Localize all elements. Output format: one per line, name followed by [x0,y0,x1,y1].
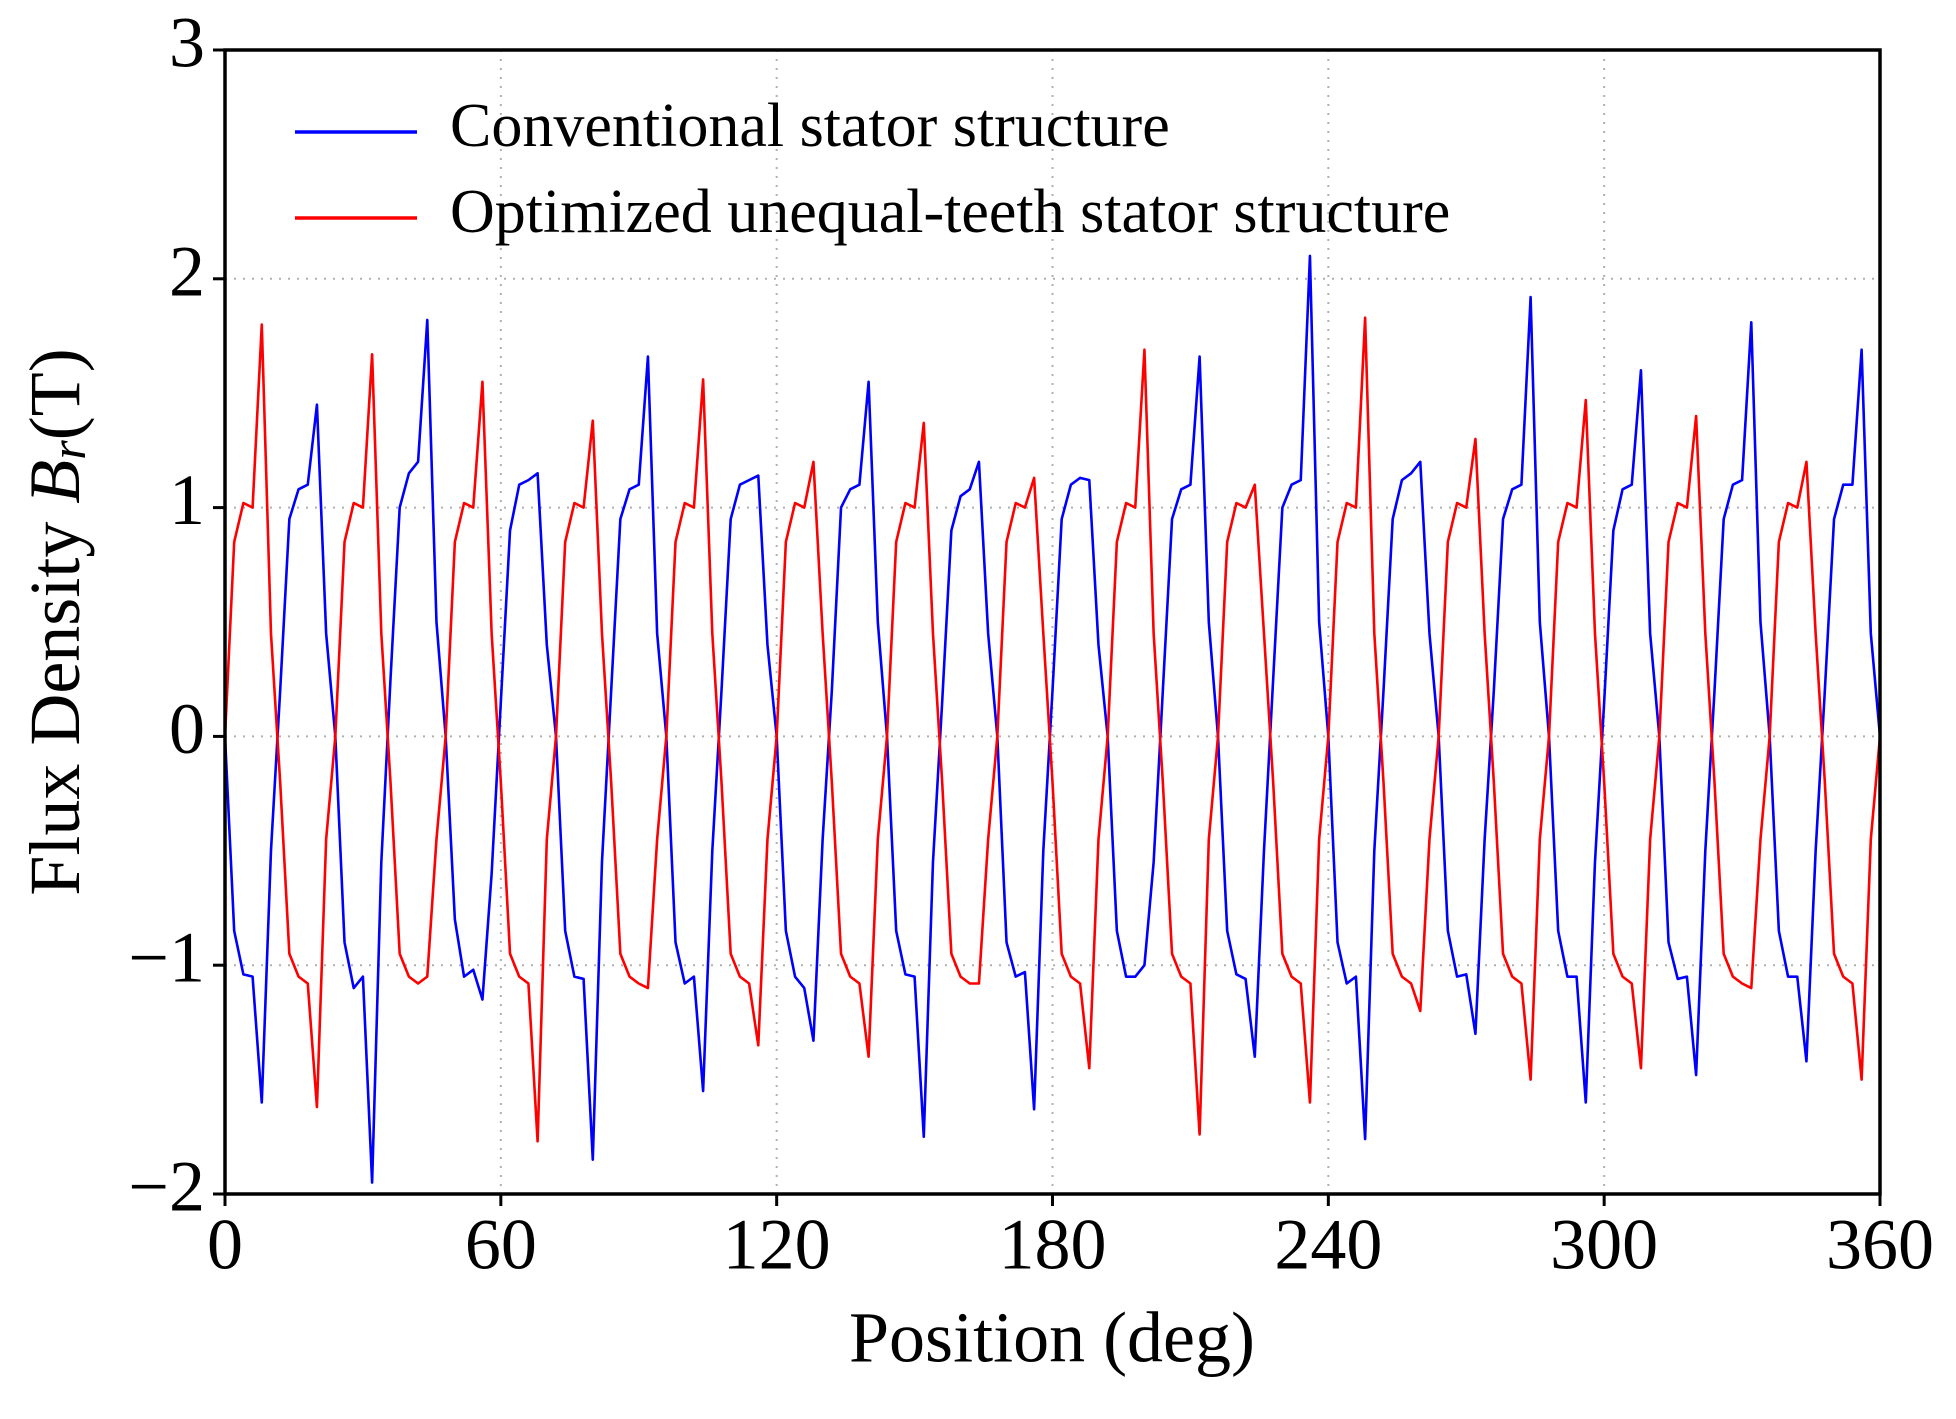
x-tick-label: 360 [1826,1205,1934,1285]
legend-label: Conventional stator structure [450,92,1170,160]
x-tick-label: 180 [999,1205,1107,1285]
y-tick-label: −1 [128,918,205,998]
y-tick-label: 1 [169,460,205,540]
y-tick-label: −2 [128,1147,205,1227]
y-axis-label-symbol: B [15,460,95,504]
lines [223,254,1882,1184]
y-tick-label: 3 [169,3,205,83]
y-tick-label: 0 [169,689,205,769]
ticks: 0 60 120 180 240 300 360 −2 −1 0 1 2 3 [128,3,1934,1285]
y-axis-label-unit: (T) [15,348,95,440]
legend: Conventional stator structure Optimized u… [295,92,1450,246]
x-tick-label: 240 [1274,1205,1382,1285]
x-tick-label: 120 [723,1205,831,1285]
grid [225,50,1880,1194]
x-tick-label: 0 [207,1205,243,1285]
y-tick-label: 2 [169,231,205,311]
y-axis-label-subscript: r [40,440,96,460]
legend-label: Optimized unequal-teeth stator structure [450,178,1450,246]
y-axis-label-text: Flux Density [15,522,95,896]
data-line [223,254,1882,1184]
x-tick-label: 300 [1550,1205,1658,1285]
y-axis-label: Flux Density Br(T) [15,348,97,895]
x-tick-label: 60 [465,1205,537,1285]
x-axis-label: Position (deg) [849,1298,1255,1378]
data-line [223,316,1882,1143]
